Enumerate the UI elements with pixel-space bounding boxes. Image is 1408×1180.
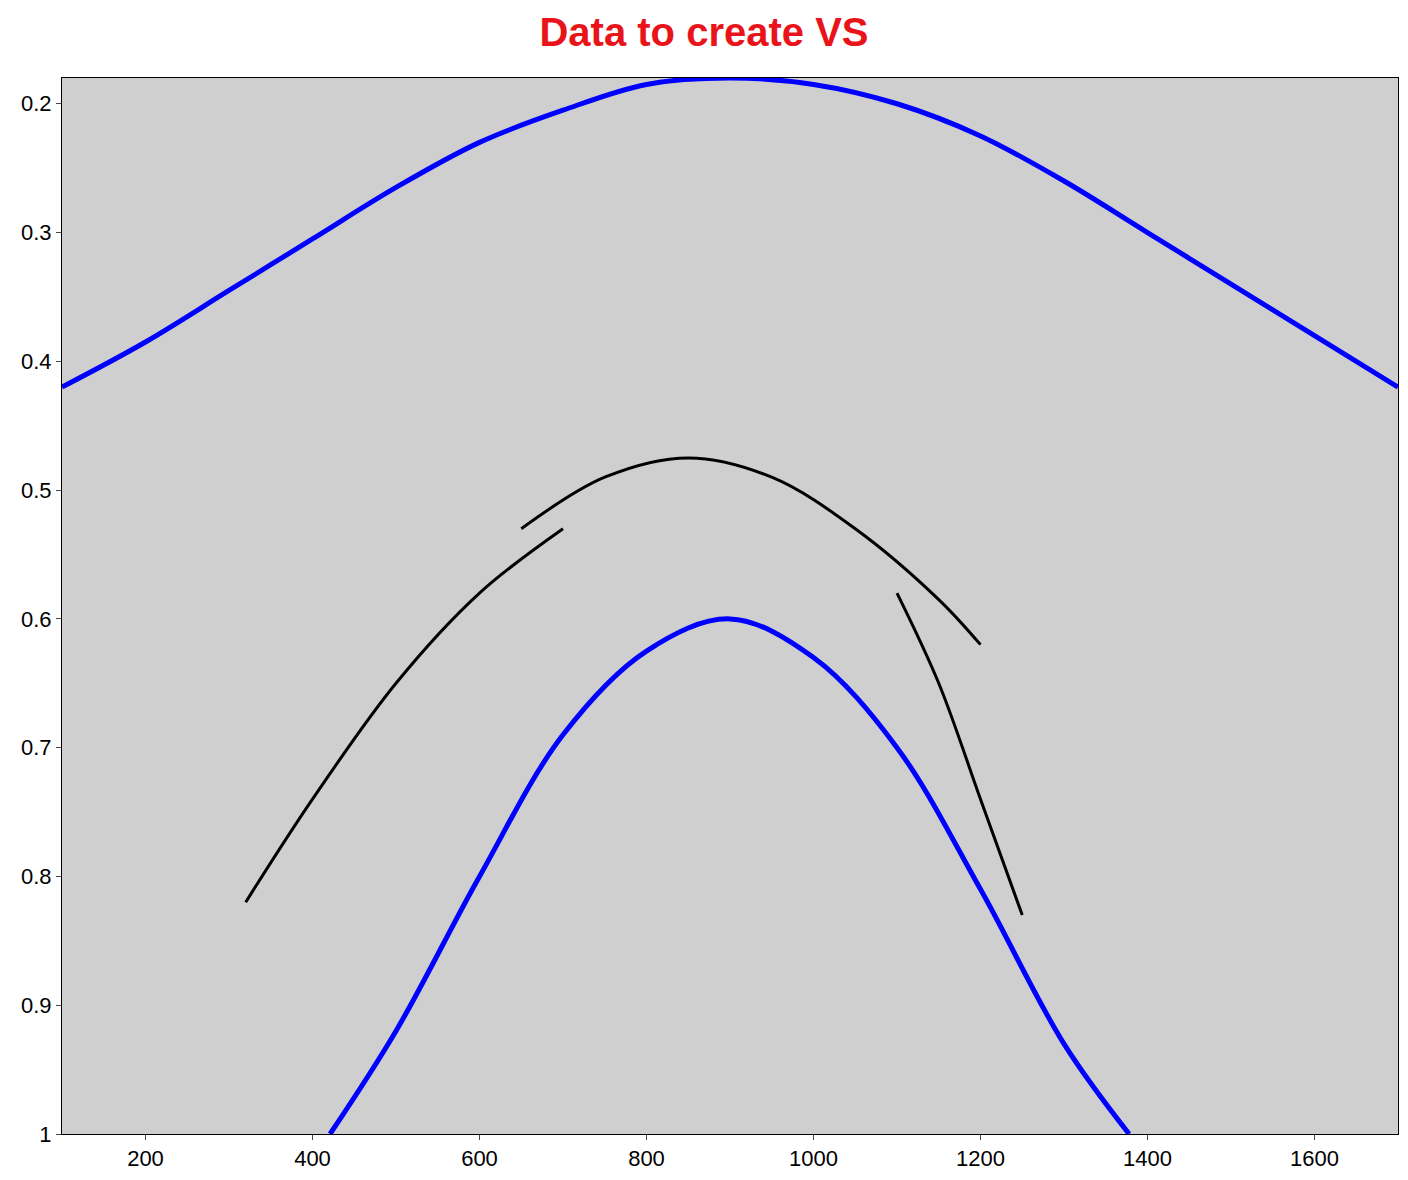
svg-text:1600: 1600 bbox=[1290, 1146, 1339, 1171]
svg-text:Data to create VS: Data to create VS bbox=[539, 10, 868, 54]
svg-text:0.5: 0.5 bbox=[21, 478, 52, 503]
svg-text:0.4: 0.4 bbox=[21, 349, 52, 374]
svg-text:800: 800 bbox=[628, 1146, 665, 1171]
svg-text:0.2: 0.2 bbox=[21, 91, 52, 116]
svg-text:0.3: 0.3 bbox=[21, 220, 52, 245]
svg-text:0.7: 0.7 bbox=[21, 735, 52, 760]
svg-text:1000: 1000 bbox=[789, 1146, 838, 1171]
svg-text:1400: 1400 bbox=[1123, 1146, 1172, 1171]
svg-text:200: 200 bbox=[127, 1146, 164, 1171]
svg-text:0.6: 0.6 bbox=[21, 607, 52, 632]
svg-text:0.9: 0.9 bbox=[21, 993, 52, 1018]
svg-text:600: 600 bbox=[461, 1146, 498, 1171]
svg-text:1: 1 bbox=[39, 1122, 51, 1147]
svg-text:1200: 1200 bbox=[956, 1146, 1005, 1171]
svg-text:0.8: 0.8 bbox=[21, 864, 52, 889]
svg-text:400: 400 bbox=[294, 1146, 331, 1171]
